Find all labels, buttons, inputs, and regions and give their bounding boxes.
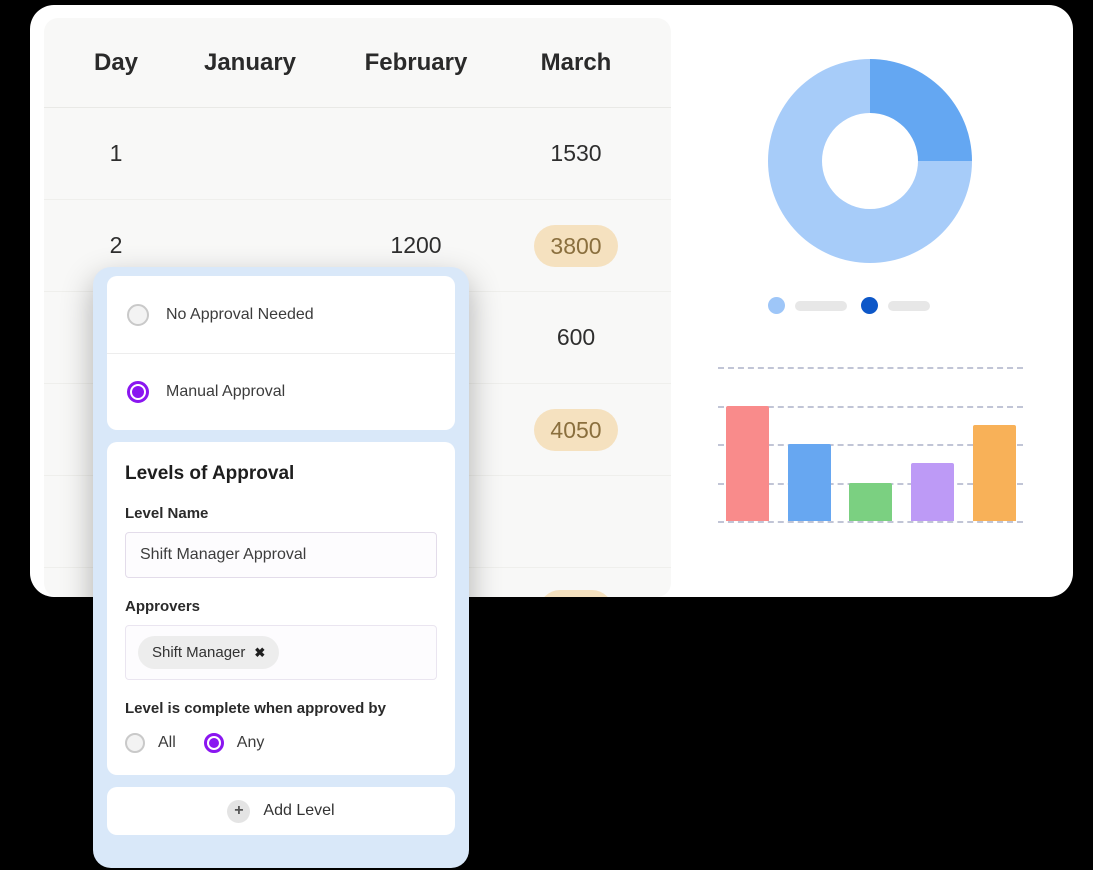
approval-settings-modal: No Approval Needed Manual Approval Level… <box>93 267 469 868</box>
bar-1 <box>726 405 769 521</box>
approvers-input[interactable]: Shift Manager ✖ <box>125 625 437 680</box>
legend-label-placeholder <box>795 300 847 311</box>
completion-label: Level is complete when approved by <box>125 700 386 717</box>
approver-tag[interactable]: Shift Manager ✖ <box>138 636 280 669</box>
option-label: Any <box>236 734 265 751</box>
option-any[interactable]: Any <box>203 733 265 753</box>
march-cell: 4050 <box>506 408 646 451</box>
level-name-label: Level Name <box>125 505 209 522</box>
legend-item <box>861 297 930 314</box>
bar-2 <box>787 444 831 521</box>
donut-chart <box>768 59 972 263</box>
bar-3 <box>849 482 893 521</box>
march-cell: 1530 <box>550 140 602 166</box>
bar-5 <box>972 424 1016 521</box>
day-cell: 2 <box>109 232 123 258</box>
table-row <box>44 568 671 597</box>
option-all[interactable]: All <box>125 733 176 753</box>
radio-manual-approval-icon[interactable] <box>127 381 149 403</box>
day-cell: 1 <box>109 140 123 166</box>
column-header-january: January <box>203 48 297 76</box>
completion-radio-group: All Any <box>125 733 437 753</box>
radio-all-icon[interactable] <box>125 733 145 753</box>
option-label: All <box>158 734 176 751</box>
add-level-button[interactable]: + Add Level <box>107 787 455 835</box>
approvers-label: Approvers <box>125 598 201 615</box>
option-no-approval-needed[interactable]: No Approval Needed <box>107 276 455 353</box>
levels-of-approval-card: Levels of Approval Level Name Approvers … <box>107 442 455 775</box>
march-cell: 3800 <box>506 224 646 267</box>
table-header-row: Day January February March <box>44 18 671 108</box>
bar-chart-gridline <box>718 521 1023 523</box>
option-manual-approval[interactable]: Manual Approval <box>107 353 455 430</box>
levels-heading: Levels of Approval <box>125 463 295 484</box>
highlighted-value-pill[interactable]: 4050 <box>534 408 618 451</box>
bar-chart <box>718 367 1023 523</box>
legend-item <box>768 297 847 314</box>
legend-dot-icon <box>861 297 878 314</box>
bar-4 <box>911 463 955 521</box>
column-header-day: Day <box>93 48 139 76</box>
donut-legend <box>768 297 930 314</box>
option-label: Manual Approval <box>166 383 286 400</box>
radio-no-approval-icon[interactable] <box>127 303 149 326</box>
table-row: 1 1530 <box>44 108 671 200</box>
legend-label-placeholder <box>888 300 930 311</box>
radio-any-icon[interactable] <box>203 733 224 753</box>
level-name-input[interactable] <box>125 532 437 578</box>
remove-tag-icon[interactable]: ✖ <box>254 644 266 660</box>
bar-chart-gridline <box>718 405 1023 408</box>
column-header-february: February <box>364 48 468 76</box>
bar-chart-gridline <box>718 367 1023 369</box>
add-level-label: Add Level <box>263 802 335 819</box>
approver-tag-label: Shift Manager <box>152 644 246 661</box>
february-cell: 1200 <box>390 232 442 258</box>
highlighted-value-pill[interactable] <box>539 590 613 597</box>
plus-icon: + <box>227 799 251 823</box>
bar-chart-gridline <box>718 444 1023 446</box>
legend-dot-icon <box>768 297 785 314</box>
option-label: No Approval Needed <box>166 305 314 323</box>
column-header-march: March <box>540 48 612 76</box>
approval-type-card: No Approval Needed Manual Approval <box>107 276 455 430</box>
march-cell: 600 <box>556 324 596 350</box>
highlighted-value-pill[interactable]: 3800 <box>534 224 618 267</box>
march-cell <box>506 590 646 597</box>
